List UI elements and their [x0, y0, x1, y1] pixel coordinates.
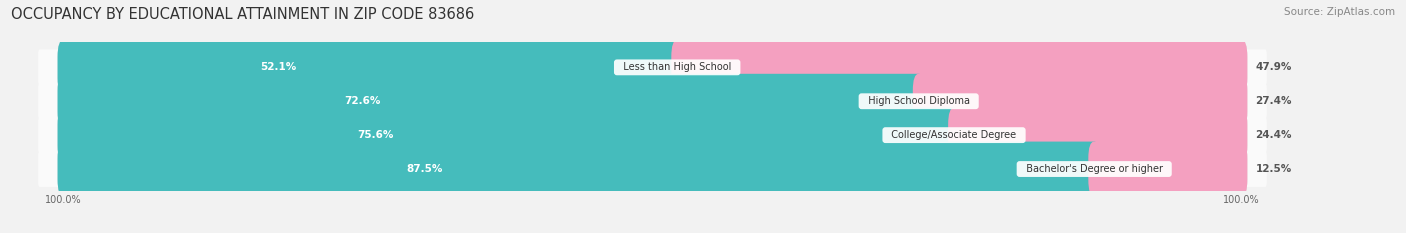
- FancyBboxPatch shape: [38, 49, 1267, 85]
- Text: 87.5%: 87.5%: [406, 164, 443, 174]
- FancyBboxPatch shape: [58, 40, 1247, 95]
- FancyBboxPatch shape: [912, 74, 1247, 129]
- FancyBboxPatch shape: [38, 83, 1267, 119]
- FancyBboxPatch shape: [58, 40, 683, 95]
- FancyBboxPatch shape: [948, 108, 1247, 163]
- Text: 12.5%: 12.5%: [1256, 164, 1292, 174]
- Text: 72.6%: 72.6%: [344, 96, 381, 106]
- FancyBboxPatch shape: [58, 108, 960, 163]
- FancyBboxPatch shape: [58, 74, 1247, 129]
- FancyBboxPatch shape: [1088, 142, 1247, 196]
- FancyBboxPatch shape: [58, 108, 1247, 163]
- FancyBboxPatch shape: [58, 74, 925, 129]
- Text: Bachelor's Degree or higher: Bachelor's Degree or higher: [1019, 164, 1168, 174]
- Text: OCCUPANCY BY EDUCATIONAL ATTAINMENT IN ZIP CODE 83686: OCCUPANCY BY EDUCATIONAL ATTAINMENT IN Z…: [11, 7, 474, 22]
- Text: 27.4%: 27.4%: [1256, 96, 1292, 106]
- Text: 47.9%: 47.9%: [1256, 62, 1292, 72]
- FancyBboxPatch shape: [58, 142, 1247, 196]
- Text: Source: ZipAtlas.com: Source: ZipAtlas.com: [1284, 7, 1395, 17]
- Text: 52.1%: 52.1%: [260, 62, 297, 72]
- Text: 24.4%: 24.4%: [1256, 130, 1292, 140]
- FancyBboxPatch shape: [671, 40, 1247, 95]
- Text: High School Diploma: High School Diploma: [862, 96, 976, 106]
- FancyBboxPatch shape: [38, 151, 1267, 187]
- Text: Less than High School: Less than High School: [617, 62, 738, 72]
- FancyBboxPatch shape: [38, 117, 1267, 153]
- Text: College/Associate Degree: College/Associate Degree: [886, 130, 1022, 140]
- Text: 75.6%: 75.6%: [357, 130, 394, 140]
- FancyBboxPatch shape: [58, 142, 1099, 196]
